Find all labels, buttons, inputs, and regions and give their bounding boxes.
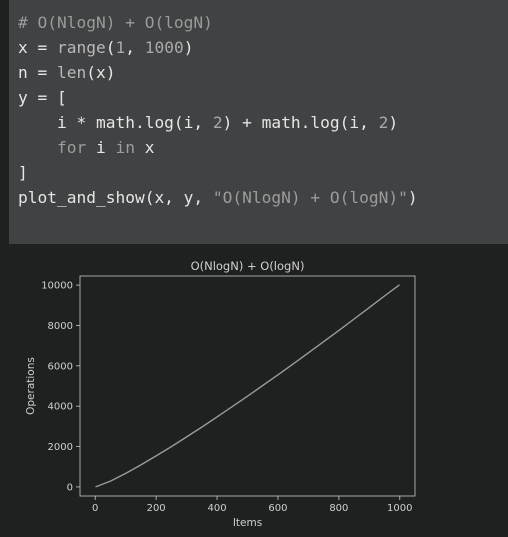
code-line: i * math.log(i, 2) + math.log(i, 2) [18,110,418,135]
code-line: ] [18,160,418,185]
code-token: # O(NlogN) + O(logN) [18,13,213,32]
code-token: i * math.log(i, [18,113,213,132]
code-token: 1000 [144,38,184,57]
series-line [95,284,400,488]
code-token: len [56,63,87,82]
code-token: ) [183,38,194,57]
code-token: ) [388,113,399,132]
code-token: plot_and_show(x, y, [18,188,213,207]
x-tick-label: 200 [147,503,166,514]
code-token: ( [105,38,116,57]
code-token: x = [18,38,57,57]
code-token: i [86,138,116,157]
code-line: plot_and_show(x, y, "O(NlogN) + O(logN)"… [18,185,418,210]
code-token: range [56,38,106,57]
code-line: y = [ [18,85,418,110]
x-tick-label: 1000 [387,503,412,514]
code-token: 2 [212,113,223,132]
code-token: in [115,138,135,157]
y-tick-label: 8000 [48,321,73,332]
x-tick-label: 0 [92,503,98,514]
code-line: # O(NlogN) + O(logN) [18,10,418,35]
plot-frame [79,275,416,497]
code-token: 1 [115,38,126,57]
code-token: "O(NlogN) + O(logN)" [212,188,408,207]
y-tick-label: 0 [67,482,73,493]
code-token: x [134,138,155,157]
x-tick-label: 400 [207,503,226,514]
x-axis-label: Items [233,517,262,529]
code-token: ) + math.log(i, [222,113,379,132]
y-axis-label: Operations [25,357,37,415]
y-tick-label: 6000 [48,361,73,372]
x-tick-label: 600 [268,503,287,514]
code-line: x = range(1, 1000) [18,35,418,60]
x-tick-label: 800 [329,503,348,514]
code-token: ] [18,163,28,182]
code-token: (x) [86,63,116,82]
code-token [18,138,57,157]
code-line: for i in x [18,135,418,160]
code-token: y = [ [18,88,67,107]
y-tick-label: 4000 [48,402,73,413]
code-token: 2 [378,113,389,132]
code-token: for [56,138,87,157]
chart: O(NlogN) + O(logN)0 200 400 600 800 100002000… [25,259,416,529]
code-token: ) [407,188,418,207]
y-tick-label: 10000 [41,281,73,292]
y-tick-label: 2000 [48,442,73,453]
code-cell[interactable]: # O(NlogN) + O(logN) x = range(1, 1000) n … [9,0,508,244]
code-token: , [125,38,145,57]
code-token: n = [18,63,57,82]
code-line: n = len(x) [18,60,418,85]
output-cell: O(NlogN) + O(logN) 0 200 400 600 800 1000 0 2000… [0,244,508,537]
code-editor[interactable]: # O(NlogN) + O(logN) x = range(1, 1000) n … [18,10,418,210]
chart-title: O(NlogN) + O(logN) [191,259,305,273]
